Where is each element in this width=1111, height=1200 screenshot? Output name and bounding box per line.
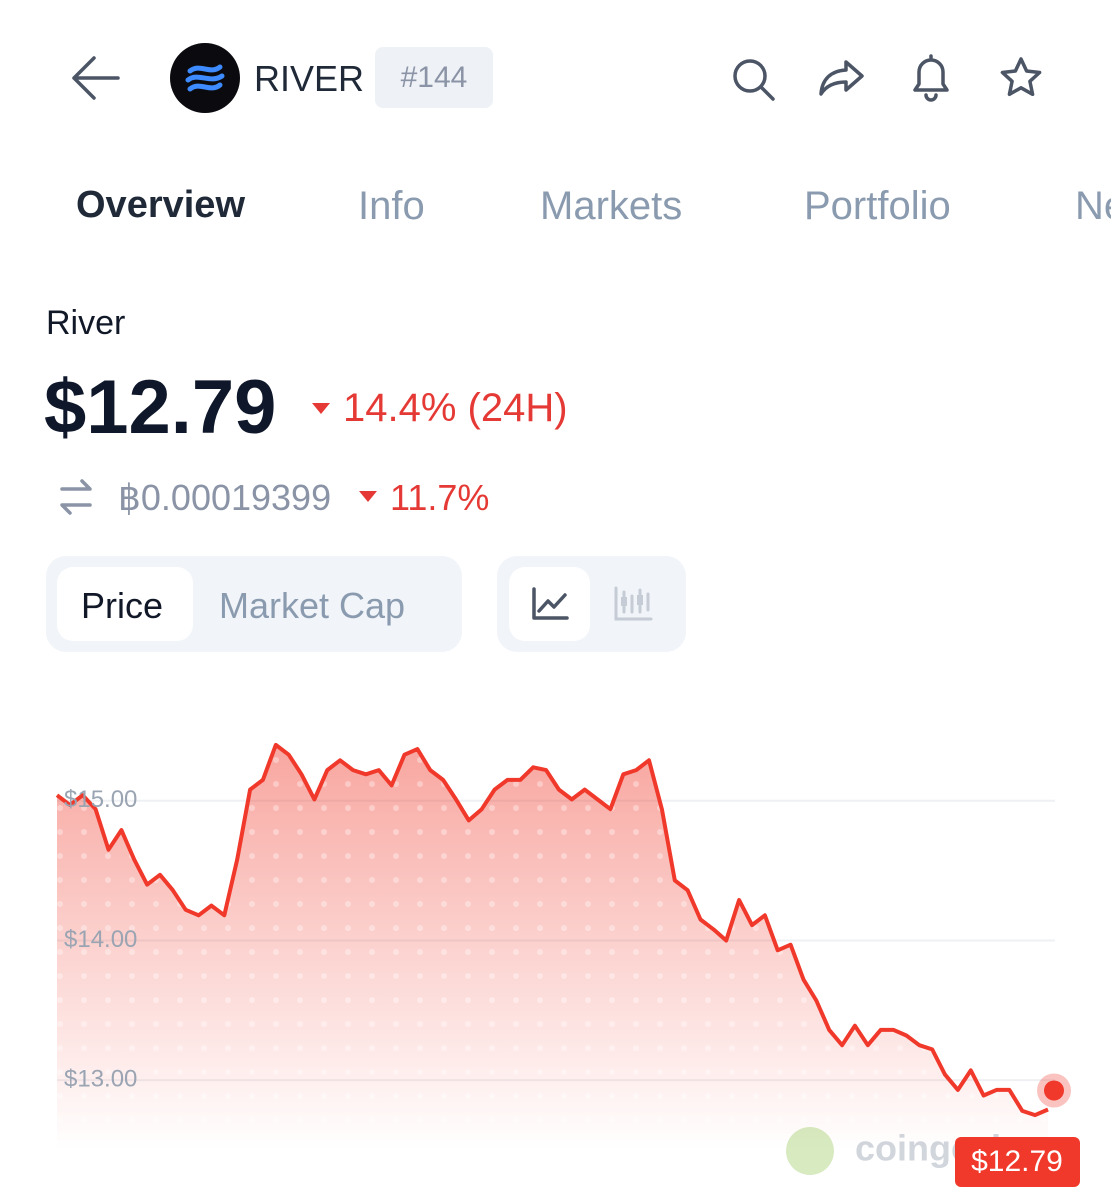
coin-logo	[170, 43, 240, 113]
y-tick-label: $15.00	[64, 786, 137, 813]
y-tick-label: $14.00	[64, 926, 137, 953]
tab[interactable]: Markets	[540, 184, 683, 228]
toggle-option[interactable]: Price	[81, 585, 164, 626]
favorite-icon[interactable]	[998, 55, 1044, 101]
back-button[interactable]	[66, 52, 126, 104]
btc-change: 11.7%	[390, 477, 490, 518]
share-icon[interactable]	[818, 56, 868, 100]
toggle-option[interactable]: Market Cap	[219, 585, 406, 626]
down-arrow	[312, 403, 330, 414]
price-tag: $12.79	[971, 1145, 1063, 1178]
coin-symbol: RIVER	[254, 58, 365, 99]
rank-badge: #144	[375, 47, 493, 108]
price-tag-bg	[955, 1137, 1080, 1187]
btc-price: ฿0.00019399	[118, 477, 332, 518]
tab[interactable]: Overview	[76, 184, 245, 226]
coin-name: River	[46, 304, 126, 342]
watermark-logo	[786, 1127, 834, 1175]
swap-icon	[60, 479, 92, 515]
alert-icon[interactable]	[907, 52, 955, 102]
line-chart-button[interactable]	[531, 587, 569, 621]
down-arrow	[359, 491, 377, 502]
y-tick-label: $13.00	[64, 1066, 137, 1093]
tab[interactable]: Portfolio	[804, 184, 951, 228]
tab[interactable]: News	[1075, 184, 1111, 228]
price-change: 14.4% (24H)	[343, 386, 568, 430]
price: $12.79	[44, 365, 277, 450]
area-dots	[57, 744, 1048, 1150]
candle-chart-button[interactable]	[613, 586, 653, 622]
price-line	[55, 742, 1049, 1118]
toggle-selected	[57, 567, 193, 641]
search-icon[interactable]	[728, 54, 778, 104]
tab[interactable]: Info	[358, 184, 425, 228]
last-point	[1044, 1080, 1064, 1101]
